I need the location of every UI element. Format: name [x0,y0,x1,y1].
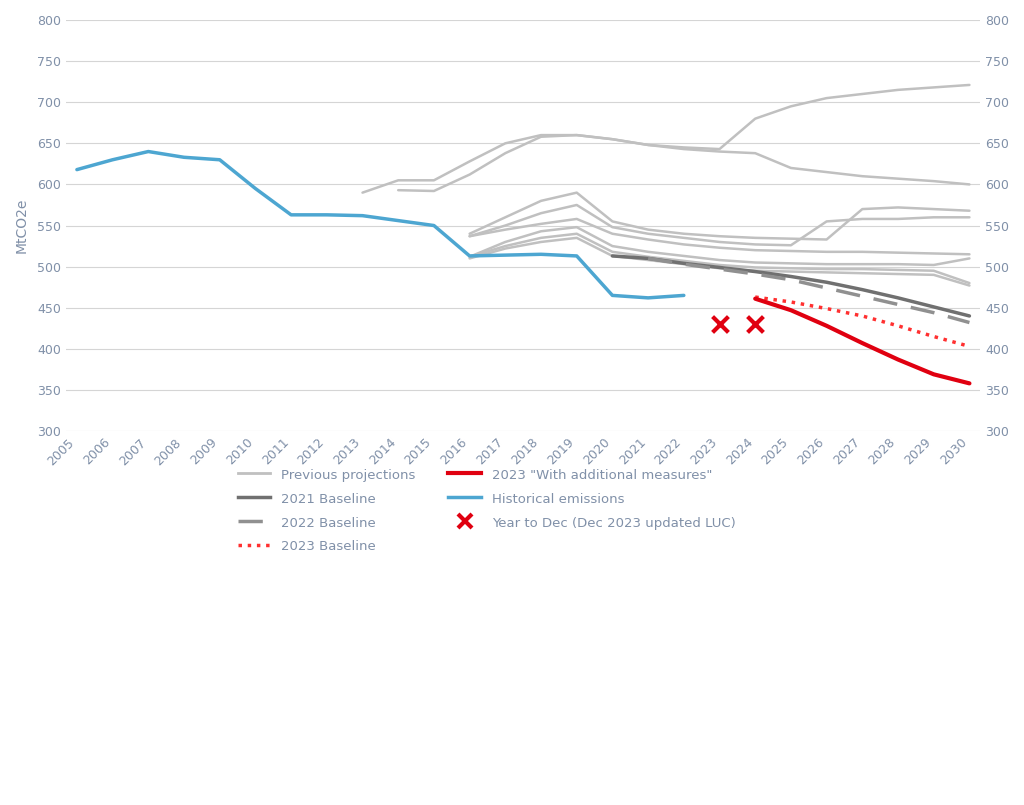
Legend: Previous projections, 2021 Baseline, 2022 Baseline, 2023 Baseline, 2023 "With ad: Previous projections, 2021 Baseline, 202… [231,461,742,560]
Point [712,318,728,331]
Point [748,318,764,331]
Y-axis label: MtCO2e: MtCO2e [15,198,29,254]
